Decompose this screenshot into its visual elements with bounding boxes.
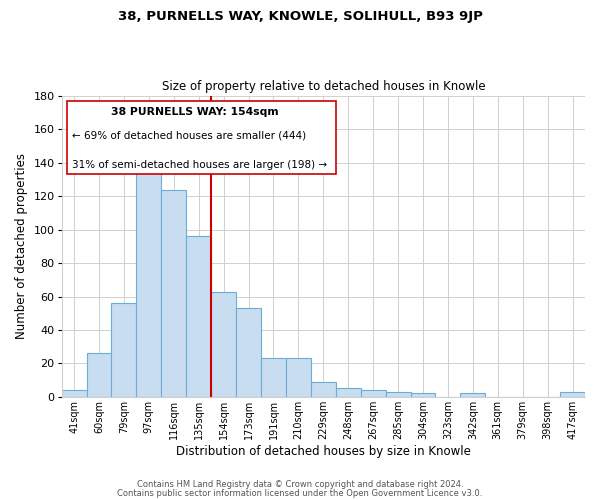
Text: Contains public sector information licensed under the Open Government Licence v3: Contains public sector information licen… xyxy=(118,489,482,498)
Bar xyxy=(186,236,211,397)
Bar xyxy=(62,390,86,397)
FancyBboxPatch shape xyxy=(67,100,337,174)
Text: Contains HM Land Registry data © Crown copyright and database right 2024.: Contains HM Land Registry data © Crown c… xyxy=(137,480,463,489)
Bar xyxy=(410,394,436,397)
Y-axis label: Number of detached properties: Number of detached properties xyxy=(15,154,28,340)
Title: Size of property relative to detached houses in Knowle: Size of property relative to detached ho… xyxy=(161,80,485,94)
Bar xyxy=(361,390,386,397)
Bar xyxy=(261,358,286,397)
Text: 38, PURNELLS WAY, KNOWLE, SOLIHULL, B93 9JP: 38, PURNELLS WAY, KNOWLE, SOLIHULL, B93 … xyxy=(118,10,482,23)
Bar xyxy=(86,354,112,397)
Bar xyxy=(560,392,585,397)
Text: 38 PURNELLS WAY: 154sqm: 38 PURNELLS WAY: 154sqm xyxy=(111,106,279,117)
Bar xyxy=(286,358,311,397)
Bar xyxy=(211,292,236,397)
Text: ← 69% of detached houses are smaller (444): ← 69% of detached houses are smaller (44… xyxy=(72,131,306,141)
Bar xyxy=(460,394,485,397)
Bar xyxy=(236,308,261,397)
Text: 31% of semi-detached houses are larger (198) →: 31% of semi-detached houses are larger (… xyxy=(72,160,327,170)
Bar xyxy=(161,190,186,397)
Bar xyxy=(311,382,336,397)
Bar xyxy=(136,160,161,397)
X-axis label: Distribution of detached houses by size in Knowle: Distribution of detached houses by size … xyxy=(176,444,471,458)
Bar xyxy=(336,388,361,397)
Bar xyxy=(112,303,136,397)
Bar xyxy=(386,392,410,397)
